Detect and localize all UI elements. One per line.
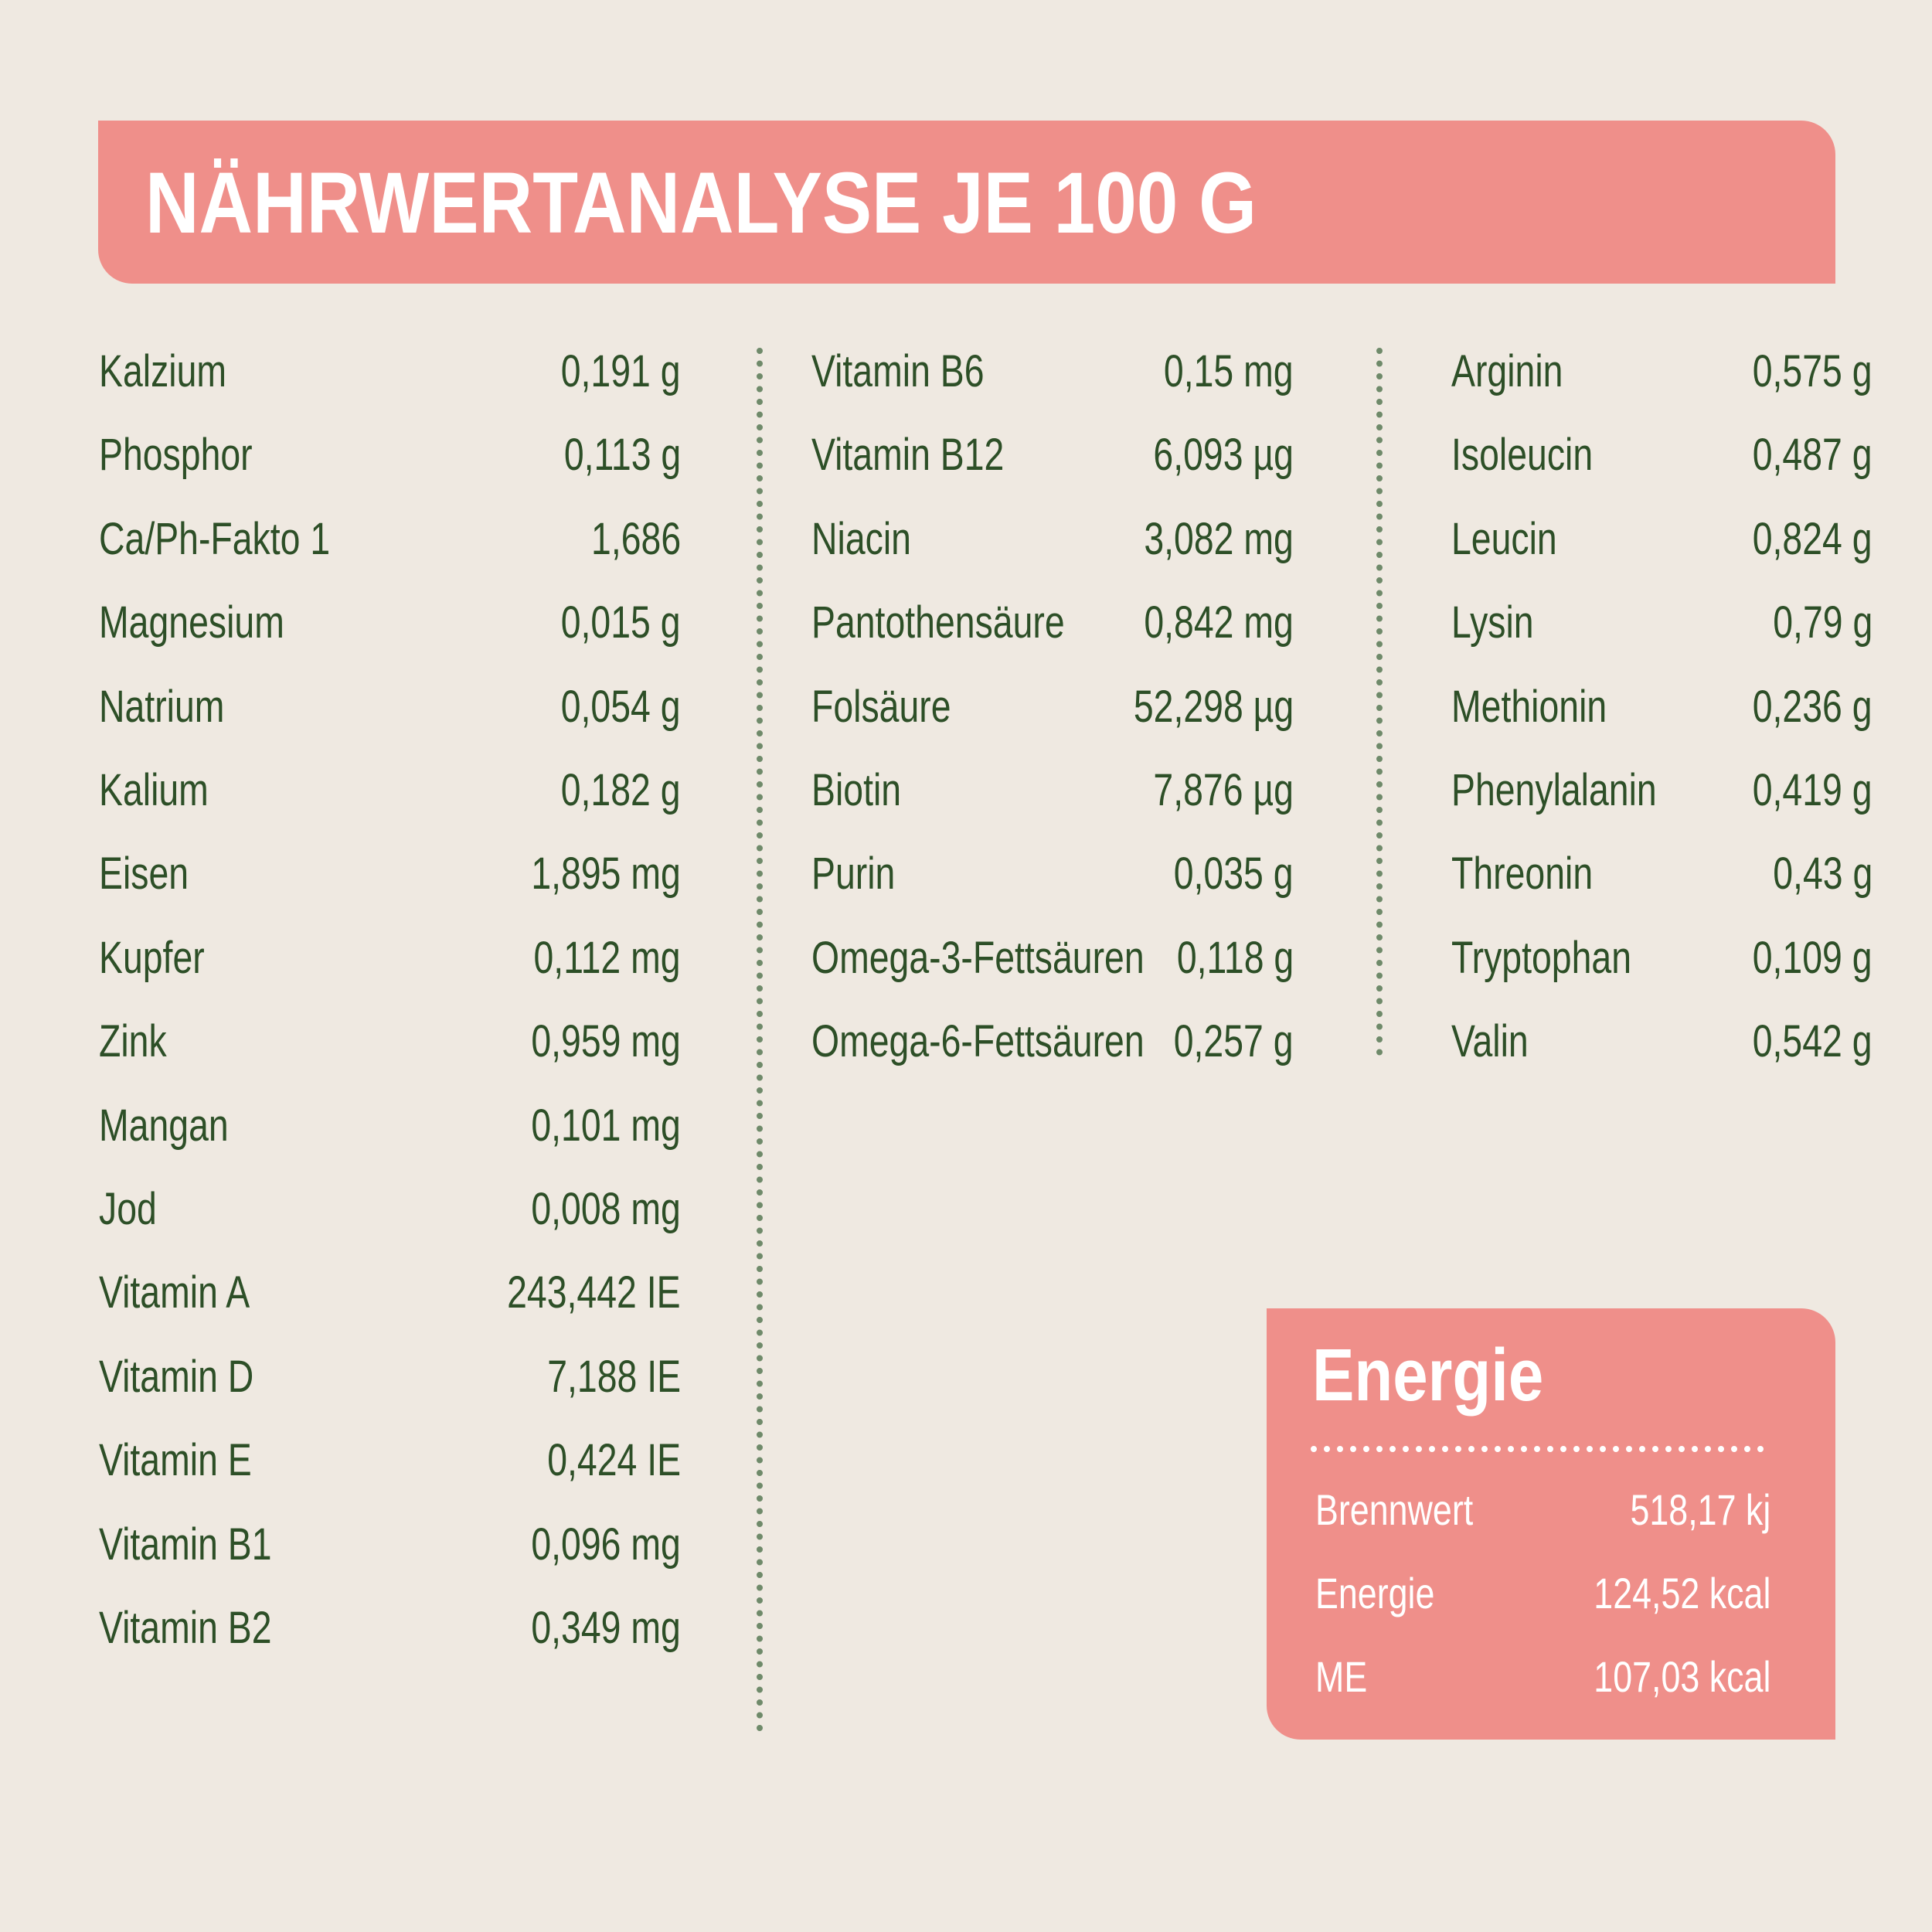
row-label: Vitamin B6 bbox=[811, 346, 985, 396]
row-value: 0,113 g bbox=[563, 430, 681, 481]
row-value: 0,191 g bbox=[561, 346, 681, 396]
row-label: Isoleucin bbox=[1451, 430, 1594, 481]
row-label: Vitamin D bbox=[99, 1351, 254, 1402]
row-value: 0,349 mg bbox=[531, 1603, 681, 1653]
row-value: 0,487 g bbox=[1753, 430, 1872, 481]
row-value: 0,101 mg bbox=[531, 1100, 681, 1151]
row-label: Omega-6-Fettsäuren bbox=[811, 1016, 1145, 1067]
row-value: 0,035 g bbox=[1174, 849, 1294, 900]
energy-label: ME bbox=[1315, 1652, 1368, 1701]
energy-label: Brennwert bbox=[1315, 1485, 1474, 1534]
title: NÄHRWERTANALYSE JE 100 G bbox=[145, 155, 1257, 251]
row-label: Ca/Ph-Fakto 1 bbox=[99, 513, 331, 564]
row-value: 7,188 IE bbox=[547, 1351, 681, 1402]
row-value: 0,959 mg bbox=[531, 1016, 681, 1067]
row-label: Mangan bbox=[99, 1100, 229, 1151]
row-label: Natrium bbox=[99, 681, 225, 732]
row-value: 0,008 mg bbox=[531, 1184, 681, 1234]
row-label: Tryptophan bbox=[1451, 932, 1631, 983]
row-label: Kalzium bbox=[99, 346, 227, 396]
row-label: Magnesium bbox=[99, 597, 284, 648]
energy-value: 518,17 kj bbox=[1630, 1485, 1770, 1534]
row-label: Vitamin B2 bbox=[99, 1603, 272, 1653]
row-value: 243,442 IE bbox=[507, 1267, 681, 1318]
row-label: Omega-3-Fettsäuren bbox=[811, 932, 1145, 983]
row-label: Valin bbox=[1451, 1016, 1529, 1067]
energy-title: Energie bbox=[1312, 1334, 1544, 1417]
row-label: Phosphor bbox=[99, 430, 253, 481]
row-value: 0,015 g bbox=[561, 597, 681, 648]
row-label: Biotin bbox=[811, 765, 902, 815]
row-value: 0,182 g bbox=[561, 765, 681, 815]
row-value: 52,298 µg bbox=[1133, 681, 1294, 732]
row-value: 0,419 g bbox=[1753, 765, 1872, 815]
row-value: 0,109 g bbox=[1753, 932, 1872, 983]
row-label: Vitamin A bbox=[99, 1267, 250, 1318]
row-label: Kalium bbox=[99, 765, 209, 815]
row-label: Purin bbox=[811, 849, 896, 900]
row-value: 0,096 mg bbox=[531, 1519, 681, 1570]
row-value: 0,43 g bbox=[1772, 849, 1872, 900]
row-value: 0,842 mg bbox=[1144, 597, 1294, 648]
row-label: Jod bbox=[99, 1184, 157, 1234]
energy-value: 107,03 kcal bbox=[1593, 1652, 1770, 1701]
row-label: Eisen bbox=[99, 849, 189, 900]
row-label: Methionin bbox=[1451, 681, 1607, 732]
row-label: Threonin bbox=[1451, 849, 1594, 900]
energy-box bbox=[1267, 1308, 1835, 1740]
row-value: 0,054 g bbox=[561, 681, 681, 732]
row-value: 3,082 mg bbox=[1144, 513, 1294, 564]
header-bar bbox=[98, 121, 1835, 284]
row-value: 0,236 g bbox=[1753, 681, 1872, 732]
row-label: Vitamin B12 bbox=[811, 430, 1005, 481]
row-label: Vitamin B1 bbox=[99, 1519, 272, 1570]
row-value: 0,424 IE bbox=[547, 1435, 681, 1486]
row-value: 0,118 g bbox=[1176, 932, 1294, 983]
row-label: Kupfer bbox=[99, 932, 205, 983]
row-label: Zink bbox=[99, 1016, 167, 1067]
energy-label: Energie bbox=[1315, 1569, 1435, 1617]
row-value: 6,093 µg bbox=[1153, 430, 1294, 481]
row-value: 0,112 mg bbox=[533, 932, 681, 983]
row-value: 0,257 g bbox=[1174, 1016, 1294, 1067]
row-value: 0,15 mg bbox=[1164, 346, 1294, 396]
row-value: 7,876 µg bbox=[1153, 765, 1294, 815]
row-label: Vitamin E bbox=[99, 1435, 252, 1486]
row-label: Phenylalanin bbox=[1451, 765, 1657, 815]
row-value: 1,686 bbox=[590, 513, 681, 564]
row-value: 0,575 g bbox=[1753, 346, 1872, 396]
row-value: 0,824 g bbox=[1753, 513, 1872, 564]
row-label: Leucin bbox=[1451, 513, 1557, 564]
row-label: Lysin bbox=[1451, 597, 1534, 648]
energy-value: 124,52 kcal bbox=[1593, 1569, 1770, 1617]
row-label: Pantothensäure bbox=[811, 597, 1065, 648]
row-value: 0,542 g bbox=[1753, 1016, 1872, 1067]
row-label: Niacin bbox=[811, 513, 911, 564]
row-value: 1,895 mg bbox=[531, 849, 681, 900]
row-label: Folsäure bbox=[811, 681, 951, 732]
row-label: Arginin bbox=[1451, 346, 1563, 396]
row-value: 0,79 g bbox=[1772, 597, 1872, 648]
